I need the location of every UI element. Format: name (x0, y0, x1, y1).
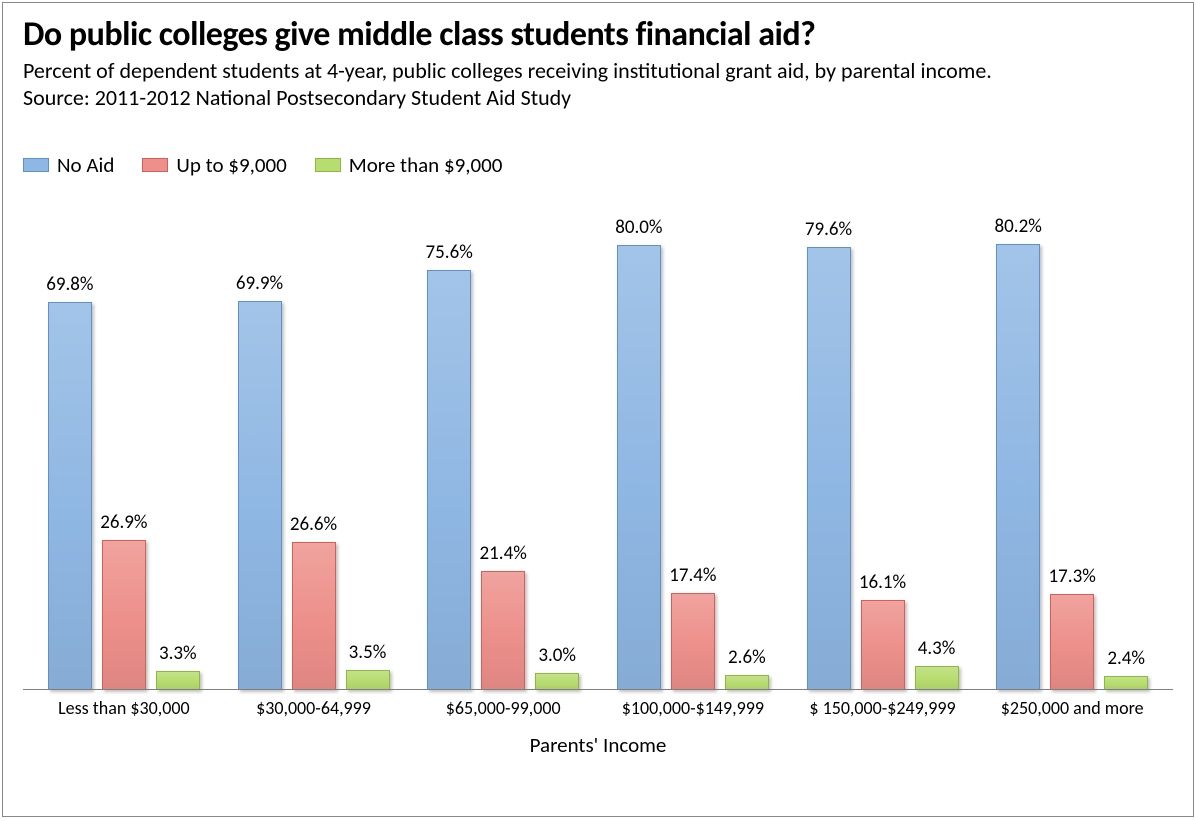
bar (807, 247, 851, 689)
bar (861, 600, 905, 689)
bar-wrap: 80.2% (996, 190, 1040, 690)
x-axis-label: Less than $30,000 (29, 694, 219, 719)
bar-value-label: 80.2% (995, 215, 1042, 238)
bar-value-label: 17.4% (669, 564, 716, 587)
legend-swatch-1 (142, 158, 168, 172)
bar (996, 244, 1040, 690)
bar-wrap: 75.6% (427, 190, 471, 690)
bar-value-label: 4.3% (918, 637, 956, 660)
bar-wrap: 3.5% (346, 190, 390, 690)
bar-value-label: 3.3% (159, 642, 197, 665)
bar-wrap: 79.6% (807, 190, 851, 690)
legend-swatch-0 (23, 158, 49, 172)
bar (481, 571, 525, 690)
bar-value-label: 3.5% (349, 641, 387, 664)
bar-group: 69.9% 26.6% 3.5% (219, 190, 409, 690)
bar (292, 542, 336, 690)
bar-value-label: 69.9% (236, 272, 283, 295)
x-axis-baseline (23, 689, 1173, 690)
bar (535, 673, 579, 690)
bar-group: 69.8% 26.9% 3.3% (29, 190, 219, 690)
bar-group: 79.6% 16.1% 4.3% (788, 190, 978, 690)
bar-wrap: 3.0% (535, 190, 579, 690)
bar-wrap: 2.6% (725, 190, 769, 690)
bar-wrap: 2.4% (1104, 190, 1148, 690)
x-axis-title: Parents' Income (23, 732, 1173, 758)
bar (427, 270, 471, 690)
bar-wrap: 69.9% (238, 190, 282, 690)
bar-group: 80.0% 17.4% 2.6% (598, 190, 788, 690)
chart-subtitle: Percent of dependent students at 4-year,… (23, 57, 1023, 112)
bar-group: 80.2% 17.3% 2.4% (977, 190, 1167, 690)
x-axis-labels: Less than $30,000$30,000-64,999$65,000-9… (23, 690, 1173, 719)
bar-value-label: 17.3% (1049, 565, 1096, 588)
bar-value-label: 3.0% (538, 644, 576, 667)
bar (102, 540, 146, 689)
bar-wrap: 21.4% (481, 190, 525, 690)
bar (346, 670, 390, 689)
bar-value-label: 2.4% (1107, 647, 1145, 670)
bar-wrap: 17.4% (671, 190, 715, 690)
bar-wrap: 4.3% (915, 190, 959, 690)
x-axis-label: $100,000-$149,999 (598, 694, 788, 719)
bar-wrap: 26.9% (102, 190, 146, 690)
legend-swatch-2 (315, 158, 341, 172)
bar-value-label: 16.1% (859, 571, 906, 594)
chart-title: Do public colleges give middle class stu… (23, 17, 1173, 53)
bar-value-label: 80.0% (615, 216, 662, 239)
bar (1050, 594, 1094, 690)
bar-value-label: 21.4% (480, 542, 527, 565)
bar-value-label: 79.6% (805, 218, 852, 241)
legend-item-1: Up to $9,000 (142, 152, 286, 178)
legend-label-2: More than $9,000 (349, 152, 503, 178)
x-axis-label: $65,000-99,000 (408, 694, 598, 719)
bar (915, 666, 959, 690)
legend-item-0: No Aid (23, 152, 114, 178)
plot-area: 69.8% 26.9% 3.3% 69.9% 26.6% 3.5% 75.6% 21.4% 3.… (23, 190, 1173, 690)
bar-value-label: 26.9% (100, 511, 147, 534)
bar-value-label: 69.8% (46, 273, 93, 296)
x-axis-label: $30,000-64,999 (219, 694, 409, 719)
bar-wrap: 80.0% (617, 190, 661, 690)
bar (156, 671, 200, 689)
bar-value-label: 26.6% (290, 513, 337, 536)
x-axis-label: $ 150,000-$249,999 (788, 694, 978, 719)
legend-label-0: No Aid (57, 152, 114, 178)
bar-wrap: 17.3% (1050, 190, 1094, 690)
legend-item-2: More than $9,000 (315, 152, 503, 178)
x-axis-label: $250,000 and more (977, 694, 1167, 719)
bar-value-label: 2.6% (728, 646, 766, 669)
bar-wrap: 69.8% (48, 190, 92, 690)
legend: No Aid Up to $9,000 More than $9,000 (23, 152, 1173, 178)
bar-wrap: 3.3% (156, 190, 200, 690)
bar (238, 301, 282, 689)
legend-label-1: Up to $9,000 (176, 152, 286, 178)
bar-wrap: 26.6% (292, 190, 336, 690)
bar-group: 75.6% 21.4% 3.0% (408, 190, 598, 690)
bar (725, 675, 769, 689)
bar (617, 245, 661, 689)
chart-frame: Do public colleges give middle class stu… (2, 2, 1194, 817)
bar-value-label: 75.6% (426, 241, 473, 264)
bar (1104, 676, 1148, 689)
bars-row: 69.8% 26.9% 3.3% 69.9% 26.6% 3.5% 75.6% 21.4% 3.… (23, 190, 1173, 690)
bar (48, 302, 92, 690)
bar-wrap: 16.1% (861, 190, 905, 690)
bar (671, 593, 715, 690)
